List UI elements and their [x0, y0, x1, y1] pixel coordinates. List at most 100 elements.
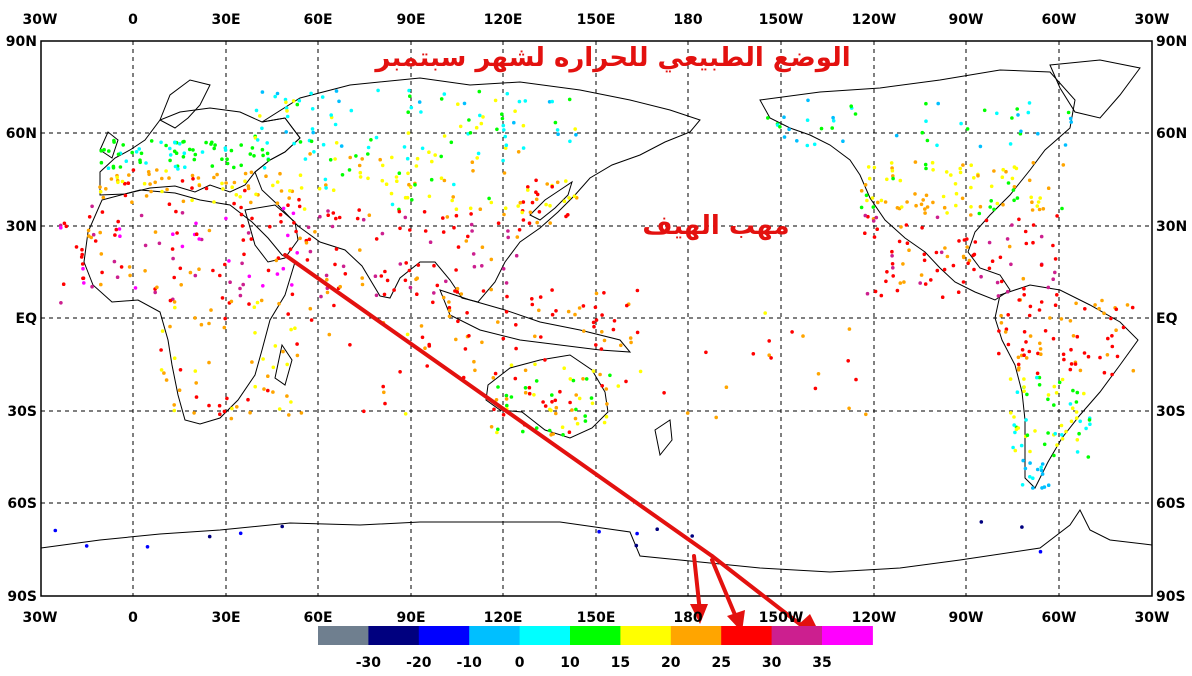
- station-dot: [533, 334, 537, 339]
- station-dot: [277, 407, 282, 411]
- south-america-outline: [994, 284, 1139, 489]
- station-dot: [360, 157, 365, 161]
- station-dot: [1020, 348, 1025, 352]
- station-dot: [1012, 165, 1017, 169]
- station-dot: [550, 99, 554, 104]
- station-dot: [1023, 466, 1028, 471]
- station-dot: [763, 311, 767, 315]
- station-dot: [1039, 465, 1043, 470]
- station-dot: [505, 294, 509, 299]
- station-dot: [812, 142, 817, 147]
- station-dot: [1098, 355, 1102, 360]
- station-dot: [209, 142, 213, 146]
- station-dot: [262, 387, 266, 391]
- station-dot: [999, 279, 1004, 284]
- station-dot: [238, 293, 243, 298]
- station-dot: [584, 377, 589, 381]
- station-dot: [378, 157, 383, 162]
- station-dot: [450, 198, 455, 203]
- station-dot: [180, 244, 185, 249]
- station-dot: [454, 213, 459, 218]
- station-dot: [260, 147, 265, 152]
- station-dot: [923, 211, 927, 215]
- station-dot: [192, 411, 196, 415]
- station-dot: [250, 146, 255, 150]
- station-dot: [556, 132, 560, 136]
- station-dot: [164, 169, 168, 173]
- station-dot: [1011, 188, 1016, 192]
- station-dot: [944, 170, 949, 174]
- station-dot: [187, 147, 192, 152]
- station-dot: [849, 104, 853, 108]
- station-dot: [178, 266, 183, 271]
- station-dot: [475, 156, 480, 160]
- station-dot: [577, 306, 582, 310]
- station-dot: [366, 152, 370, 156]
- station-dot: [1001, 167, 1005, 172]
- north-america-outline: [759, 69, 1076, 301]
- station-dot: [1057, 380, 1062, 385]
- bottom-axis-label: 150W: [759, 610, 804, 626]
- station-dot: [287, 196, 292, 200]
- station-dot: [573, 312, 577, 317]
- station-dot: [397, 171, 402, 175]
- station-dot: [506, 235, 511, 240]
- station-dot: [173, 305, 177, 310]
- station-dot: [295, 102, 300, 107]
- bottom-axis-label: 30W: [1135, 610, 1170, 626]
- station-dot: [992, 207, 996, 212]
- station-dot: [275, 272, 280, 276]
- station-dot: [1021, 458, 1025, 463]
- station-dot: [239, 163, 243, 168]
- station-dot: [538, 295, 543, 299]
- station-dot: [248, 410, 252, 415]
- station-dot: [131, 168, 136, 172]
- station-dot: [80, 262, 85, 266]
- station-dot: [600, 384, 604, 388]
- station-dot: [255, 138, 260, 142]
- station-dot: [978, 204, 983, 209]
- station-dot: [567, 196, 571, 200]
- station-dot: [1020, 483, 1025, 487]
- station-dot: [374, 237, 379, 241]
- station-dot: [891, 274, 895, 278]
- station-dot: [864, 193, 869, 198]
- station-dot: [181, 155, 186, 159]
- colorbar: -30 -20 -10 0 10 15 20 25 30 35: [318, 626, 873, 671]
- colorbar-tick-label: -30: [356, 655, 382, 671]
- station-dot: [895, 288, 900, 293]
- station-dot: [965, 127, 970, 131]
- station-dot: [252, 154, 256, 158]
- station-dot: [178, 368, 183, 372]
- station-dot: [249, 170, 254, 175]
- station-dot: [1024, 340, 1028, 344]
- station-dot: [160, 329, 165, 333]
- station-dot: [1028, 334, 1033, 338]
- station-dot: [831, 115, 835, 120]
- station-dot: [265, 141, 270, 145]
- station-dot: [218, 273, 222, 278]
- station-dot: [225, 161, 230, 166]
- station-dot: [550, 400, 554, 404]
- station-dot: [1069, 347, 1073, 352]
- station-dot: [1038, 196, 1042, 200]
- station-dot: [168, 153, 173, 157]
- station-dot: [180, 179, 185, 183]
- arrow-shaft-left: [692, 554, 702, 614]
- newzealand-outline: [654, 419, 673, 457]
- station-dot: [423, 346, 427, 351]
- station-dot: [782, 115, 786, 119]
- station-dot: [271, 183, 275, 188]
- station-dot: [456, 245, 461, 249]
- station-dot: [967, 258, 972, 263]
- station-dot: [875, 227, 879, 231]
- station-dot: [523, 99, 528, 103]
- station-dot: [274, 258, 279, 263]
- station-dot: [1028, 304, 1033, 309]
- station-dot: [662, 391, 666, 395]
- station-dot: [98, 189, 103, 194]
- station-dot: [284, 130, 289, 134]
- station-dot: [1037, 375, 1042, 380]
- station-dot: [941, 194, 946, 199]
- station-dot: [969, 205, 973, 209]
